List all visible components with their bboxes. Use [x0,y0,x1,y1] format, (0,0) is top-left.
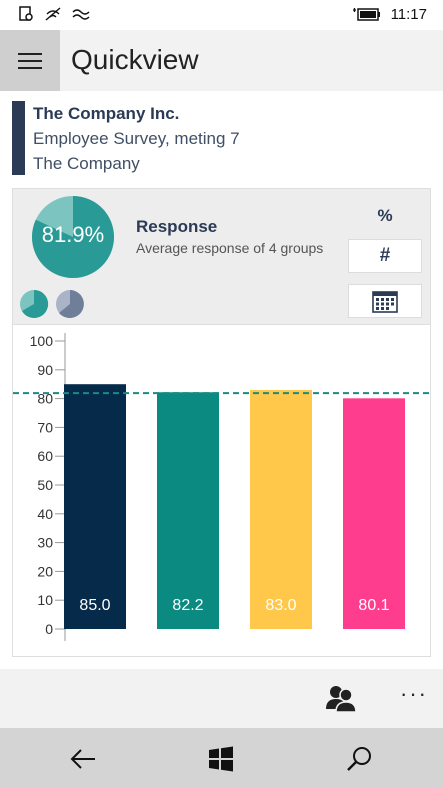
y-tick-label: 10 [37,592,53,608]
response-subtitle: Average response of 4 groups [136,240,324,256]
bar [250,389,312,629]
organization-name: The Company [33,154,140,173]
bar [343,398,405,629]
windows-icon [209,746,233,772]
company-info: The Company Inc. Employee Survey, meting… [12,101,432,175]
y-tick-label: 90 [37,362,53,378]
back-button[interactable] [66,742,100,776]
response-summary: 81.9% Response Average response of 4 gro… [12,188,431,325]
calendar-button[interactable] [348,284,422,318]
grey-group-icon[interactable] [55,289,85,319]
page-title: Quickview [71,44,199,75]
signal-icon [72,9,90,20]
clock: 11:17 [390,6,427,23]
survey-name: Employee Survey, meting 7 [33,129,240,148]
search-icon [347,747,371,771]
bar [64,384,126,629]
response-percent: 81.9% [41,222,105,247]
bar-value-label: 83.0 [265,597,296,614]
y-tick-label: 0 [45,621,53,637]
calendar-icon [372,291,398,313]
company-name: The Company Inc. [33,104,180,123]
accent-bar [12,101,25,175]
status-bar: 11:17 [0,0,443,30]
y-tick-label: 70 [37,419,53,435]
wifi-icon [45,7,61,21]
y-tick-label: 60 [37,448,53,464]
bar-value-label: 80.1 [358,597,389,614]
notification-icon [19,6,33,21]
y-tick-label: 20 [37,563,53,579]
bar-value-label: 82.2 [172,597,203,614]
response-pie-chart [31,196,114,278]
y-tick-label: 40 [37,506,53,522]
search-button[interactable] [342,742,376,776]
chart-canvas: 0 10 20 30 40 50 60 70 80 90 100 85.0 82.2 83.0 80.1 [13,333,430,641]
pie-response-slice [31,196,114,278]
y-tick-label: 50 [37,477,53,493]
response-title: Response [136,217,218,236]
groups-button[interactable] [324,683,358,713]
command-bar: ··· [0,669,443,728]
back-arrow-icon [70,749,95,769]
bar [157,392,219,629]
hamburger-icon[interactable] [0,30,60,91]
y-tick-label: 80 [37,391,53,407]
percent-button[interactable]: % [377,206,393,225]
people-icon [326,686,357,713]
more-icon[interactable]: ··· [400,681,428,706]
response-bar-chart: 0 10 20 30 40 50 60 70 80 90 100 85.0 82.2 83.0 80.1 [12,325,431,657]
count-button[interactable]: # [348,239,422,273]
app-header: Quickview [0,30,443,91]
bar-value-label: 85.0 [79,597,110,614]
navigation-bar [0,728,443,788]
home-button[interactable] [204,742,238,776]
y-tick-label: 100 [30,333,54,349]
battery-icon [353,8,380,21]
teal-group-icon[interactable] [19,289,49,319]
y-tick-label: 30 [37,535,53,551]
